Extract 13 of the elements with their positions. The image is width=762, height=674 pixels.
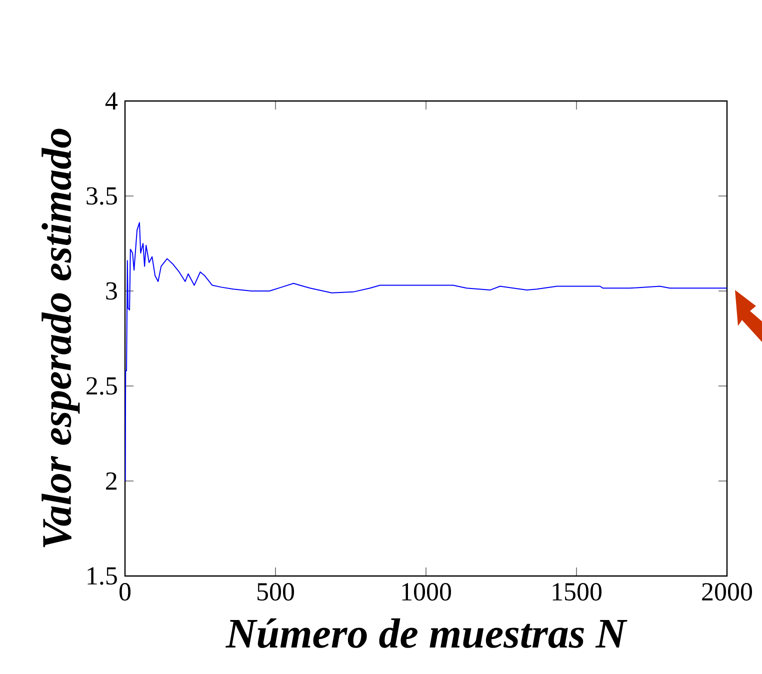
x-tick-label: 2000 [702, 583, 752, 601]
y-tick-label: 2.5 [86, 377, 117, 395]
y-tick-label: 3.5 [86, 187, 117, 205]
x-tick-label: 500 [258, 583, 294, 601]
y-tick-label: 2 [106, 472, 117, 490]
y-tick-label: 4 [105, 92, 118, 110]
x-tick-label: 1500 [552, 583, 602, 601]
y-tick-label: 1.5 [88, 567, 117, 585]
x-axis-title: Número de muestras N [226, 618, 628, 648]
x-tick-label: 0 [120, 583, 131, 601]
y-tick-label: 3 [106, 282, 117, 300]
y-axis-title: Valor esperado estimado [42, 128, 80, 548]
x-tick-label: 1000 [402, 583, 452, 601]
